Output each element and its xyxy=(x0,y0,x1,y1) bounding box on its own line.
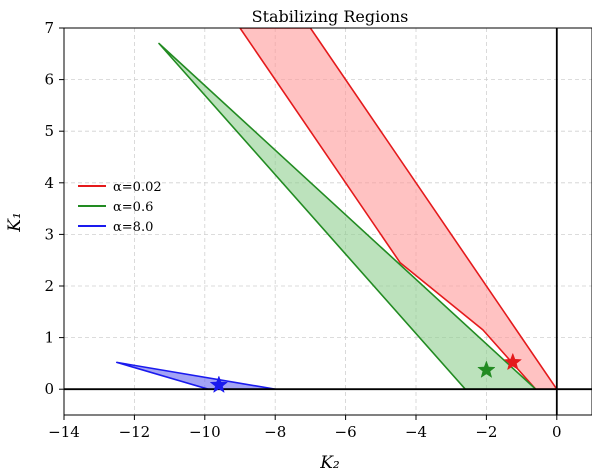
legend-label-0: α=0.02 xyxy=(113,180,162,195)
y-tick-label: 2 xyxy=(44,277,54,295)
plot-frame xyxy=(63,27,592,416)
x-ticks: −14 −12 −10 −8 −6 −4 −2 0 xyxy=(48,415,562,441)
x-tick-label: −6 xyxy=(335,423,357,441)
chart-title: Stabilizing Regions xyxy=(252,7,409,26)
star-marker-2 xyxy=(209,375,229,393)
y-ticks: 0 1 2 3 4 5 6 7 xyxy=(44,19,64,398)
reference-lines xyxy=(64,28,592,415)
star-marker-1 xyxy=(477,360,496,378)
y-tick-label: 5 xyxy=(44,122,54,140)
legend-label-2: α=8.0 xyxy=(113,220,153,235)
y-tick-label: 3 xyxy=(44,225,54,243)
region-2 xyxy=(116,361,277,391)
x-axis-label: K₂ xyxy=(319,453,340,473)
y-tick-label: 6 xyxy=(44,71,54,89)
x-tick-label: −8 xyxy=(264,423,286,441)
x-tick-label: −4 xyxy=(405,423,427,441)
legend: α=0.02 α=0.6 α=8.0 xyxy=(78,180,162,235)
y-tick-label: 7 xyxy=(44,19,54,37)
x-tick-label: −10 xyxy=(189,423,221,441)
stars xyxy=(209,352,523,393)
legend-label-1: α=0.6 xyxy=(113,200,153,215)
y-tick-label: 4 xyxy=(44,174,54,192)
region-0 xyxy=(239,28,558,391)
star-marker-0 xyxy=(503,352,523,371)
y-axis-label: K₁ xyxy=(5,212,25,233)
x-tick-label: −12 xyxy=(119,423,151,441)
y-tick-label: 0 xyxy=(44,380,54,398)
x-tick-label: 0 xyxy=(552,423,562,441)
x-tick-label: −2 xyxy=(475,423,497,441)
regions xyxy=(116,28,558,391)
x-tick-label: −14 xyxy=(48,423,80,441)
y-tick-label: 1 xyxy=(44,329,54,347)
